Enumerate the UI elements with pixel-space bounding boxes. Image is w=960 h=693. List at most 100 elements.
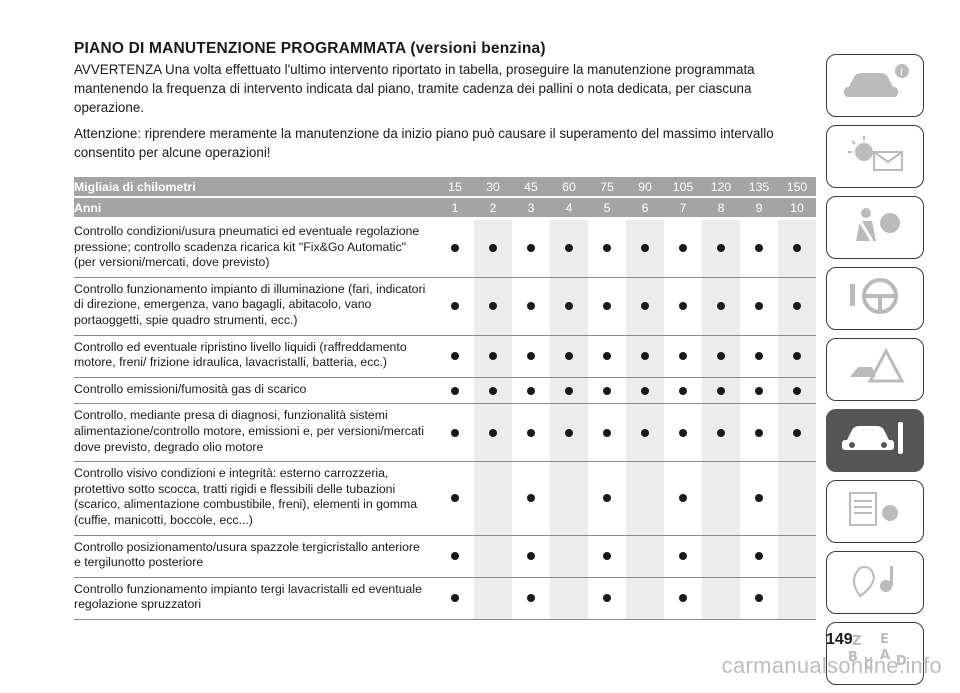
- interval-cell: [436, 535, 474, 578]
- interval-cell: [778, 218, 816, 278]
- interval-cell: [550, 577, 588, 620]
- interval-cell: [474, 403, 512, 463]
- interval-cell: [702, 403, 740, 463]
- car-info-icon: i: [840, 63, 910, 108]
- scheduled-dot: [489, 386, 497, 395]
- interval-cell: [474, 535, 512, 578]
- scheduled-dot: [641, 302, 649, 311]
- svg-text:i: i: [900, 67, 903, 78]
- page-title: PIANO DI MANUTENZIONE PROGRAMMATA (versi…: [74, 40, 546, 58]
- chapter-tab[interactable]: [826, 480, 924, 543]
- chapter-tab[interactable]: [826, 338, 924, 401]
- year-header-cell: 3: [512, 197, 550, 220]
- operation-description: Controllo ed eventuale ripristino livell…: [74, 335, 436, 378]
- scheduled-dot: [451, 352, 459, 361]
- interval-cell: [512, 535, 550, 578]
- km-header-cell: 15: [436, 177, 474, 198]
- interval-cell: [626, 335, 664, 378]
- interval-cell: [512, 461, 550, 536]
- svg-text:E: E: [880, 632, 889, 647]
- scheduled-dot: [793, 302, 801, 311]
- chapter-tab[interactable]: [826, 196, 924, 259]
- scheduled-dot: [603, 494, 611, 503]
- scheduled-dot: [565, 428, 573, 437]
- interval-cell: [512, 277, 550, 336]
- svg-text:Z: Z: [852, 634, 861, 649]
- table-row: Controllo visivo condizioni e integrità:…: [74, 461, 816, 536]
- interval-cell: [588, 403, 626, 463]
- interval-cell: [436, 218, 474, 278]
- scheduled-dot: [489, 244, 497, 253]
- scheduled-dot: [527, 594, 535, 603]
- interval-cell: [588, 535, 626, 578]
- interval-cell: [740, 577, 778, 620]
- interval-cell: [702, 335, 740, 378]
- scheduled-dot: [565, 302, 573, 311]
- interval-cell: [550, 377, 588, 405]
- interval-cell: [436, 377, 474, 405]
- attention-paragraph: Attenzione: riprendere meramente la manu…: [74, 126, 774, 160]
- operation-description: Controllo, mediante presa di diagnosi, f…: [74, 403, 436, 463]
- interval-cell: [778, 335, 816, 378]
- interval-cell: [512, 335, 550, 378]
- title-text: PIANO DI MANUTENZIONE PROGRAMMATA: [74, 40, 406, 57]
- interval-cell: [740, 377, 778, 405]
- scheduled-dot: [755, 244, 763, 253]
- year-header-cell: 8: [702, 197, 740, 220]
- interval-cell: [626, 377, 664, 405]
- interval-cell: [664, 535, 702, 578]
- km-header-cell: 105: [664, 177, 702, 198]
- title-subtitle: (versioni benzina): [410, 40, 546, 57]
- interval-cell: [626, 577, 664, 620]
- interval-cell: [512, 377, 550, 405]
- table-row: Controllo funzionamento impianto di illu…: [74, 277, 816, 336]
- scheduled-dot: [679, 244, 687, 253]
- scheduled-dot: [755, 494, 763, 503]
- scheduled-dot: [527, 386, 535, 395]
- interval-cell: [664, 335, 702, 378]
- km-header-cell: 135: [740, 177, 778, 198]
- chapter-tab[interactable]: [826, 409, 924, 472]
- chapter-tab[interactable]: i: [826, 54, 924, 117]
- chapter-tab[interactable]: [826, 551, 924, 614]
- interval-cell: [626, 403, 664, 463]
- interval-cell: [740, 403, 778, 463]
- interval-cell: [740, 277, 778, 336]
- scheduled-dot: [717, 244, 725, 253]
- interval-cell: [778, 377, 816, 405]
- interval-cell: [436, 577, 474, 620]
- scheduled-dot: [603, 594, 611, 603]
- multimedia-icon: [840, 560, 910, 605]
- chapter-tab[interactable]: [826, 267, 924, 330]
- svg-text:A: A: [880, 648, 890, 663]
- scheduled-dot: [451, 552, 459, 561]
- interval-cell: [588, 577, 626, 620]
- maintenance-table: Migliaia di chilometri 15 30 45 60 75 90 105 12…: [74, 177, 816, 620]
- scheduled-dot: [641, 428, 649, 437]
- scheduled-dot: [679, 594, 687, 603]
- operation-description: Controllo visivo condizioni e integrità:…: [74, 461, 436, 536]
- interval-cell: [588, 335, 626, 378]
- interval-cell: [550, 277, 588, 336]
- scheduled-dot: [565, 352, 573, 361]
- interval-cell: [550, 218, 588, 278]
- scheduled-dot: [679, 302, 687, 311]
- scheduled-dot: [451, 594, 459, 603]
- year-header-cell: 9: [740, 197, 778, 220]
- chapter-tab[interactable]: [826, 125, 924, 188]
- scheduled-dot: [793, 352, 801, 361]
- scheduled-dot: [755, 594, 763, 603]
- scheduled-dot: [603, 352, 611, 361]
- scheduled-dot: [679, 552, 687, 561]
- scheduled-dot: [565, 386, 573, 395]
- interval-cell: [474, 277, 512, 336]
- year-header-cell: 2: [474, 197, 512, 220]
- scheduled-dot: [793, 244, 801, 253]
- scheduled-dot: [679, 428, 687, 437]
- interval-cell: [588, 461, 626, 536]
- year-header-cell: 6: [626, 197, 664, 220]
- scheduled-dot: [527, 428, 535, 437]
- scheduled-dot: [451, 302, 459, 311]
- interval-cell: [626, 535, 664, 578]
